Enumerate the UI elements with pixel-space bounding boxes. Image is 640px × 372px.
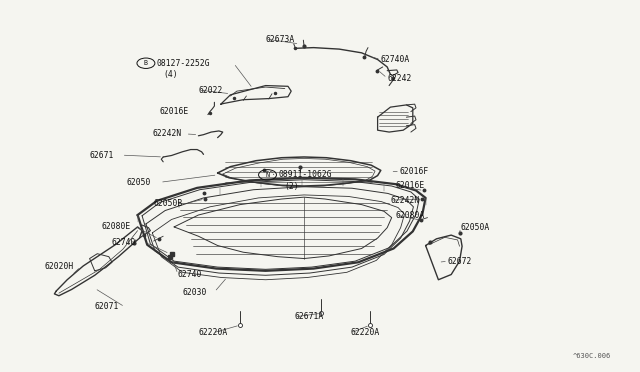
Text: 62050B: 62050B bbox=[154, 199, 183, 208]
Text: 62016E: 62016E bbox=[396, 182, 425, 190]
Text: 08127-2252G: 08127-2252G bbox=[157, 59, 211, 68]
Text: 62080A: 62080A bbox=[396, 211, 425, 219]
Text: 62242: 62242 bbox=[387, 74, 412, 83]
Text: N: N bbox=[266, 172, 269, 178]
Text: 62220A: 62220A bbox=[351, 328, 380, 337]
Text: 62740A: 62740A bbox=[381, 55, 410, 64]
Text: 62220A: 62220A bbox=[198, 328, 228, 337]
Text: 62672: 62672 bbox=[448, 257, 472, 266]
Text: 62671: 62671 bbox=[90, 151, 114, 160]
Text: 62016E: 62016E bbox=[160, 107, 189, 116]
Text: ^630C.006: ^630C.006 bbox=[573, 353, 611, 359]
Text: 62242N: 62242N bbox=[390, 196, 420, 205]
Text: (2): (2) bbox=[285, 182, 300, 190]
Text: (4): (4) bbox=[163, 70, 178, 79]
Text: 62030: 62030 bbox=[182, 288, 207, 296]
Text: B: B bbox=[144, 60, 148, 66]
Text: 62050: 62050 bbox=[127, 178, 151, 187]
Text: 62242N: 62242N bbox=[152, 129, 182, 138]
Text: 62016F: 62016F bbox=[400, 167, 429, 176]
Text: 62050A: 62050A bbox=[461, 223, 490, 232]
Text: 62671A: 62671A bbox=[294, 312, 324, 321]
Text: 62022: 62022 bbox=[198, 86, 223, 94]
Text: 08911-1062G: 08911-1062G bbox=[278, 170, 332, 179]
Text: 62080E: 62080E bbox=[101, 222, 131, 231]
Text: 62740: 62740 bbox=[178, 270, 202, 279]
Text: 62673A: 62673A bbox=[266, 35, 295, 44]
Text: 62071: 62071 bbox=[95, 302, 119, 311]
Text: 62020H: 62020H bbox=[45, 262, 74, 271]
Text: 62740: 62740 bbox=[112, 238, 136, 247]
